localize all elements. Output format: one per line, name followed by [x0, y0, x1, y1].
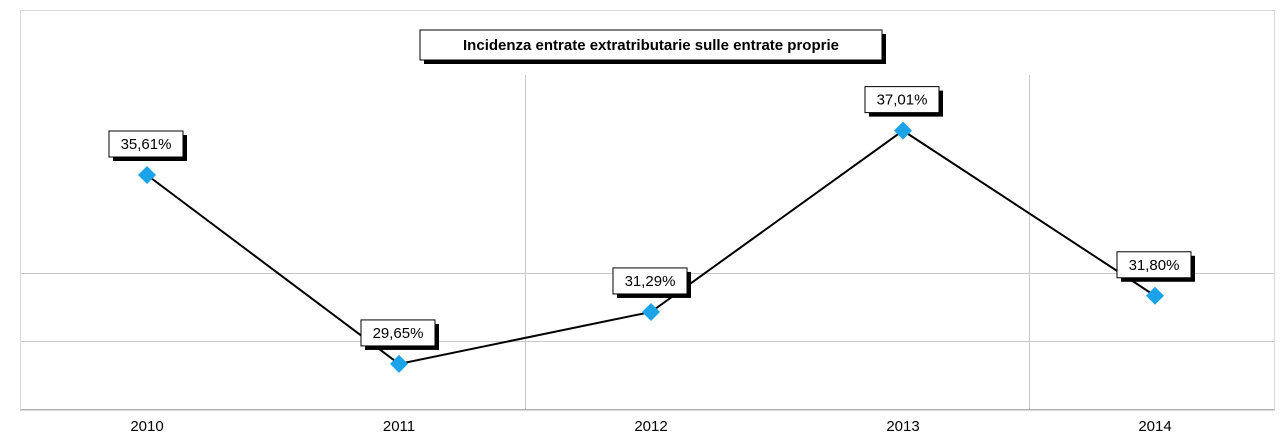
data-label-background: [864, 86, 940, 114]
data-label-box-2013: 37,01%: [864, 86, 943, 117]
data-point-2013: [894, 121, 912, 140]
chart-title-box: Incidenza entrate extratributarie sulle …: [419, 29, 886, 64]
data-label-box-2010: 35,61%: [108, 130, 187, 161]
data-label-background: [360, 319, 436, 347]
data-label-2013: 37,01%: [877, 92, 928, 109]
x-tick-label-2012: 2012: [634, 418, 667, 435]
series-layer: 35,61% 29,65% 31,29% 37,01% 31,80%: [108, 86, 1195, 373]
x-tick-label-2011: 2011: [383, 418, 415, 435]
x-axis-ticks: 2010 2011 2012 2013 2014: [130, 418, 1171, 435]
chart-title: Incidenza entrate extratributarie sulle …: [463, 37, 839, 54]
data-label-box-2011: 29,65%: [360, 319, 439, 350]
x-tick-label-2013: 2013: [886, 418, 919, 435]
x-tick-label-2014: 2014: [1138, 418, 1171, 435]
data-point-2010: [138, 166, 156, 184]
data-point-2012: [642, 302, 660, 321]
data-label-background: [108, 130, 184, 158]
data-label-background: [1116, 251, 1192, 279]
chart-frame: [20, 10, 1275, 411]
data-label-2014: 31,80%: [1129, 257, 1180, 274]
data-label-2010: 35,61%: [121, 136, 172, 153]
x-tick-label-2010: 2010: [130, 418, 163, 435]
data-point-2014: [1146, 286, 1164, 305]
data-label-box-2012: 31,29%: [612, 267, 691, 298]
data-label-background: [612, 267, 688, 295]
data-label-box-2014: 31,80%: [1116, 251, 1195, 282]
data-label-2011: 29,65%: [373, 325, 424, 342]
data-point-2011: [390, 354, 408, 373]
data-label-2012: 31,29%: [625, 273, 676, 290]
